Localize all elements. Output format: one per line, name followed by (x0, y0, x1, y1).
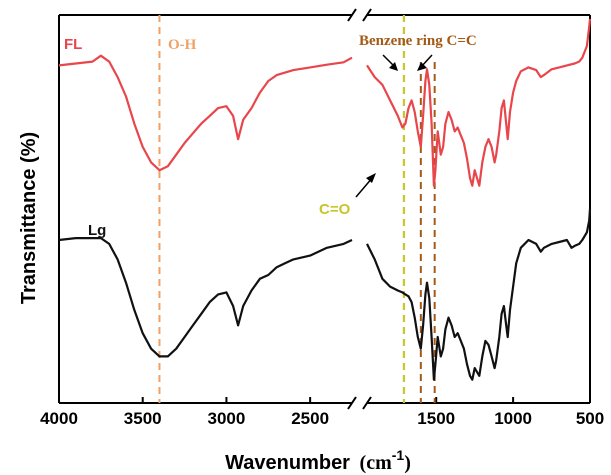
x-tick-label: 3500 (124, 409, 162, 428)
series-label-fl: FL (64, 36, 82, 53)
series-line-fl-right (366, 18, 592, 187)
x-tick-label: 500 (576, 409, 604, 428)
x-tick-label: 4000 (40, 409, 78, 428)
axis-break-bottom-1 (362, 396, 372, 410)
x-tick-label: 1500 (417, 409, 455, 428)
annotations (158, 15, 436, 403)
x-tick-label: 3000 (208, 409, 246, 428)
y-axis-title: Transmittance (%) (18, 132, 40, 304)
series-label-lg: Lg (88, 222, 106, 239)
series-group (58, 18, 592, 381)
axes: 4000 3500 3000 2500 1500 1000 500 (40, 8, 604, 428)
co-label: C=O (319, 201, 351, 218)
benzene-arrow-right-head (417, 62, 427, 71)
benzene-arrow-left-head (389, 62, 398, 71)
axis-break-top-1 (362, 8, 372, 22)
series-line-lg-left (58, 237, 353, 358)
series-line-fl-left (58, 54, 353, 172)
x-tick-label: 2500 (291, 409, 329, 428)
x-axis-title: Wavenumber (cm-1) (225, 447, 411, 474)
series-line-lg-right (366, 208, 592, 381)
axis-break-bottom-0 (347, 396, 357, 410)
x-tick-label: 1000 (494, 409, 532, 428)
oh-label: O-H (168, 37, 197, 53)
co-arrow-head (366, 173, 376, 183)
benzene-label: Benzene ring C=C (359, 33, 477, 49)
axis-break-top-0 (347, 8, 357, 22)
labels: FL Lg O-H C=O Benzene ring C=C (64, 33, 477, 239)
